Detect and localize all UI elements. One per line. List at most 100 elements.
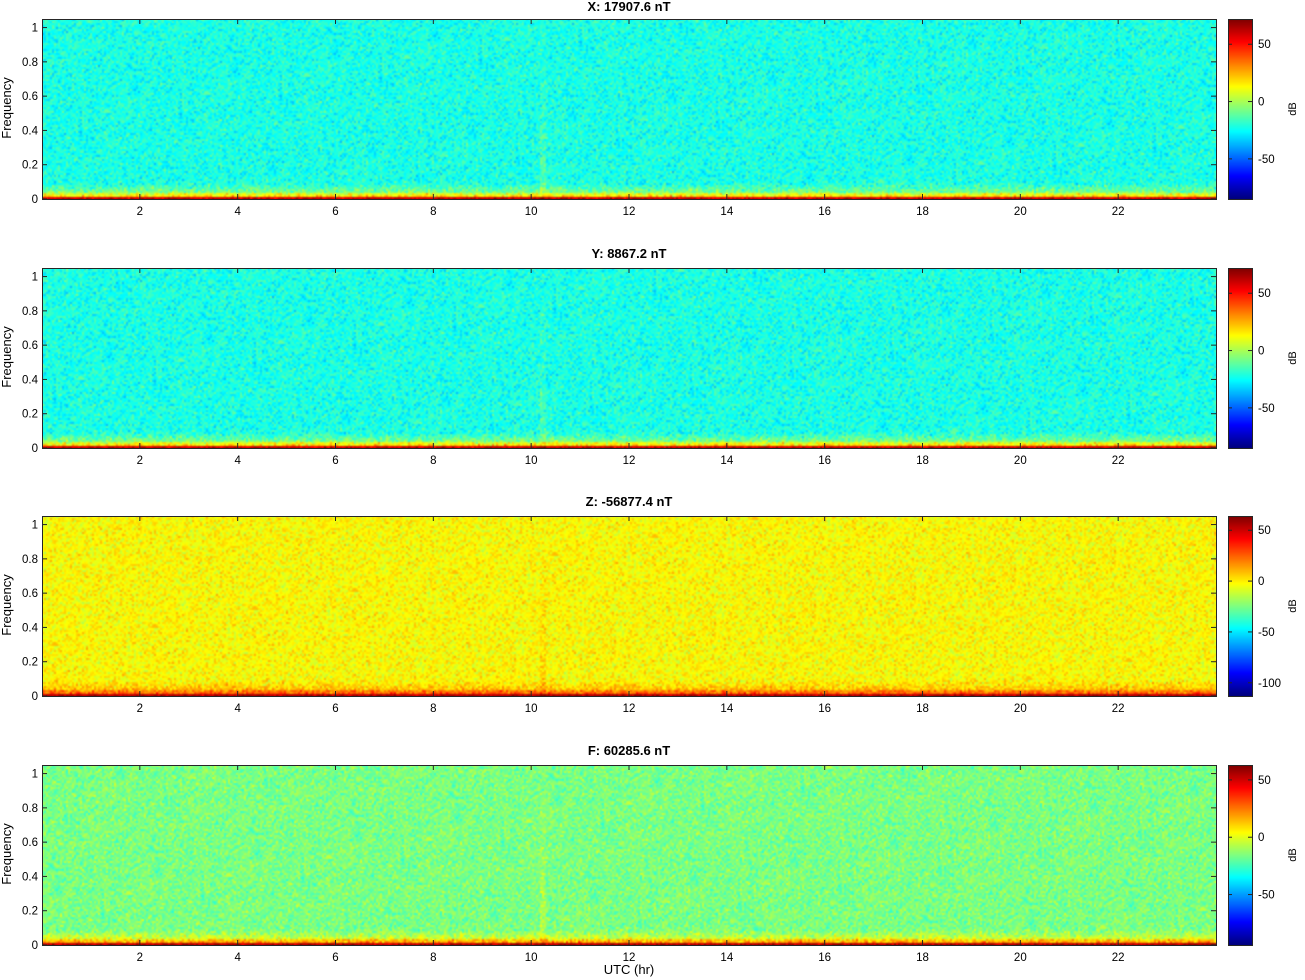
y-tick-label: 1 [32,769,38,781]
x-tick-label: 4 [234,206,241,218]
x-tick-label: 4 [234,455,241,467]
y-tick-label: 0 [32,194,38,206]
y-tick-label: 1 [32,520,38,532]
x-tick-label: 10 [525,206,538,218]
colorbar-tick-label: -100 [1258,678,1281,690]
x-tick-label: 22 [1112,455,1125,467]
y-tick-label: 0 [32,940,38,952]
x-tick-label: 2 [137,206,143,218]
colorbar-tick-label: 0 [1258,576,1264,588]
x-tick-label: 20 [1014,455,1027,467]
colorbar-frame [1228,268,1253,449]
colorbar-tick-label: 50 [1258,775,1271,787]
x-tick-label: 12 [623,455,636,467]
colorbar-frame [1228,765,1253,946]
x-tick-label: 2 [137,455,143,467]
plot-title: F: 60285.6 nT [587,743,671,758]
x-tick-label: 18 [916,952,929,964]
x-tick-label: 16 [818,952,831,964]
x-tick-label: 10 [525,703,538,715]
x-tick-label: 6 [332,703,338,715]
x-tick-label: 2 [137,703,143,715]
x-tick-label: 10 [525,952,538,964]
x-tick-label: 22 [1112,206,1125,218]
y-tick-label: 0.4 [22,125,39,137]
x-tick-label: 22 [1112,703,1125,715]
x-tick-label: 16 [818,206,831,218]
spectrogram-x [42,19,1216,199]
x-tick-label: 20 [1014,952,1027,964]
colorbar-tick-label: 0 [1258,97,1264,109]
colorbar-tick-label: 50 [1258,288,1271,300]
axes-frame [42,516,1217,697]
x-tick-label: 6 [332,455,338,467]
colorbar-x [1228,19,1252,199]
axes-frame [42,268,1217,449]
x-axis-label: UTC (hr) [603,962,655,977]
y-tick-label: 0 [32,443,38,455]
x-tick-label: 2 [137,952,143,964]
x-tick-label: 18 [916,206,929,218]
y-tick-label: 0.4 [22,622,39,634]
x-tick-label: 14 [720,206,733,218]
x-tick-label: 8 [430,455,436,467]
x-tick-label: 14 [720,455,733,467]
x-tick-label: 8 [430,952,436,964]
colorbar-tick-label: -50 [1258,627,1275,639]
colorbar-tick-label: -50 [1258,890,1275,902]
colorbar-tick-label: 50 [1258,525,1271,537]
y-tick-label: 0.6 [22,340,38,352]
x-tick-label: 12 [623,703,636,715]
x-tick-label: 18 [916,703,929,715]
x-tick-label: 16 [818,455,831,467]
y-tick-label: 1 [32,272,38,284]
x-tick-label: 20 [1014,703,1027,715]
y-tick-label: 0.2 [22,409,38,421]
x-tick-label: 12 [623,952,636,964]
x-tick-label: 16 [818,703,831,715]
x-tick-label: 18 [916,455,929,467]
y-tick-label: 0.8 [22,306,38,318]
y-tick-label: 0.8 [22,803,38,815]
colorbar-tick-label: 0 [1258,832,1264,844]
colorbar-tick-label: 0 [1258,346,1264,358]
x-tick-label: 20 [1014,206,1027,218]
x-tick-label: 8 [430,206,436,218]
plot-title: Z: -56877.4 nT [585,494,673,509]
x-tick-label: 22 [1112,952,1125,964]
y-tick-label: 0 [32,691,38,703]
x-tick-label: 10 [525,455,538,467]
spectrogram-f [42,765,1216,945]
plot-title: X: 17907.6 nT [587,0,671,14]
colorbar-tick-label: 50 [1258,39,1271,51]
colorbar-f [1228,765,1252,945]
x-tick-label: 4 [234,952,241,964]
y-tick-label: 0.2 [22,906,38,918]
colorbar-tick-label: -50 [1258,403,1275,415]
y-tick-label: 0.2 [22,657,38,669]
y-tick-label: 0.4 [22,374,39,386]
y-tick-label: 0.6 [22,91,38,103]
x-tick-label: 14 [720,703,733,715]
x-tick-label: 4 [234,703,241,715]
x-tick-label: 12 [623,206,636,218]
y-tick-label: 1 [32,23,38,35]
spectrogram-y [42,268,1216,448]
colorbar-y [1228,268,1252,448]
x-tick-label: 14 [720,952,733,964]
x-tick-label: 8 [430,703,436,715]
plot-title: Y: 8867.2 nT [591,246,667,261]
y-tick-label: 0.8 [22,57,38,69]
x-tick-label: 6 [332,952,338,964]
axes-frame [42,765,1217,946]
y-tick-label: 0.8 [22,554,38,566]
y-tick-label: 0.2 [22,160,38,172]
colorbar-frame [1228,19,1253,200]
axes-frame [42,19,1217,200]
x-tick-label: 6 [332,206,338,218]
y-tick-label: 0.6 [22,837,38,849]
y-tick-label: 0.6 [22,588,38,600]
colorbar-tick-label: -50 [1258,154,1275,166]
